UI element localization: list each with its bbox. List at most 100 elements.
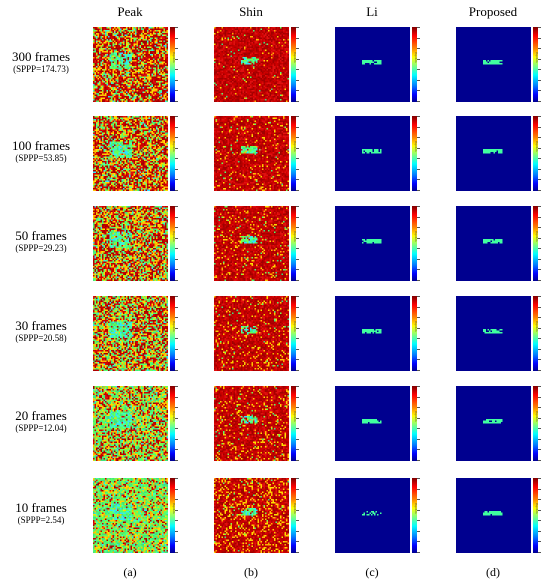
depth-map [214,116,289,191]
depth-image-li-row5: Depth/m [335,478,420,563]
colorbar-label: Depth/m [172,411,176,422]
colorbar-label: Depth/m [414,231,418,242]
row-sppp-label: (SPPP=2.54) [17,515,65,525]
depth-image-li-row3: Depth/m [335,296,420,381]
colorbar-ticks [296,116,302,191]
colorbar-label: Depth/m [172,503,176,514]
depth-map [214,386,289,461]
depth-image-shin-row4: Depth/m [214,386,299,471]
colorbar-ticks [417,478,423,553]
colorbar-label: Depth/m [535,52,539,63]
col-footer-d: (d) [486,565,500,579]
depth-image-shin-row1: Depth/m [214,116,299,201]
colorbar-label: Depth/m [172,231,176,242]
row-sppp-label: (SPPP=174.73) [13,64,69,74]
colorbar-ticks [296,206,302,281]
colorbar-label: Depth/m [293,52,297,63]
depth-map [93,386,168,461]
depth-map [456,206,531,281]
depth-map [93,116,168,191]
depth-image-peak-row5: Depth/m [93,478,178,563]
depth-map [456,478,531,553]
col-footer-c: (c) [365,565,379,579]
depth-map [93,478,168,553]
depth-map [335,206,410,281]
row-frames-label: 100 frames [11,138,71,153]
colorbar-label: Depth/m [535,321,539,332]
depth-map [456,27,531,102]
depth-image-proposed-row4: Depth/m [456,386,541,471]
depth-image-li-row1: Depth/m [335,116,420,201]
depth-image-li-row4: Depth/m [335,386,420,471]
row-sppp-label: (SPPP=20.58) [15,333,67,343]
colorbar-label: Depth/m [293,321,297,332]
colorbar [291,27,296,102]
col-footer-a: (a) [123,565,137,579]
colorbar-label: Depth/m [293,411,297,422]
depth-image-peak-row1: Depth/m [93,116,178,201]
colorbar-ticks [417,296,423,371]
depth-map [93,206,168,281]
depth-map [335,27,410,102]
colorbar-ticks [175,27,181,102]
colorbar-ticks [175,386,181,461]
colorbar-label: Depth/m [172,141,176,152]
colorbar [291,386,296,461]
depth-image-proposed-row2: Depth/m [456,206,541,291]
colorbar [412,386,417,461]
depth-image-peak-row2: Depth/m [93,206,178,291]
colorbar-label: Depth/m [414,411,418,422]
depth-map [214,296,289,371]
colorbar [412,116,417,191]
colorbar [412,27,417,102]
colorbar [533,478,538,553]
depth-image-proposed-row3: Depth/m [456,296,541,381]
colorbar-ticks [538,27,544,102]
colorbar [412,296,417,371]
colorbar-label: Depth/m [414,503,418,514]
row-sppp-label: (SPPP=53.85) [15,153,67,163]
depth-map [93,27,168,102]
depth-map [335,296,410,371]
colorbar [170,386,175,461]
colorbar [533,296,538,371]
depth-map [335,478,410,553]
colorbar-ticks [538,386,544,461]
colorbar [412,206,417,281]
colorbar [533,386,538,461]
depth-image-shin-row3: Depth/m [214,296,299,381]
row-label-4: 20 frames (SPPP=12.04) [0,408,82,434]
row-frames-label: 300 frames [11,49,71,64]
colorbar-ticks [417,206,423,281]
depth-map [335,116,410,191]
colorbar-ticks [175,478,181,553]
colorbar-ticks [296,386,302,461]
colorbar [412,478,417,553]
row-frames-label: 30 frames [15,318,67,333]
colorbar-ticks [417,386,423,461]
colorbar [533,116,538,191]
colorbar-label: Depth/m [535,411,539,422]
colorbar-ticks [417,27,423,102]
depth-map [214,478,289,553]
col-header-li: Li [366,4,378,19]
colorbar-ticks [296,296,302,371]
col-header-peak: Peak [117,4,143,19]
row-label-2: 50 frames (SPPP=29.23) [0,228,82,254]
depth-map [456,296,531,371]
depth-map [93,296,168,371]
colorbar-label: Depth/m [535,141,539,152]
colorbar [170,478,175,553]
colorbar-ticks [175,116,181,191]
depth-image-peak-row3: Depth/m [93,296,178,381]
colorbar [170,116,175,191]
colorbar-ticks [175,296,181,371]
colorbar-ticks [538,296,544,371]
colorbar [170,296,175,371]
depth-image-li-row2: Depth/m [335,206,420,291]
colorbar-label: Depth/m [414,141,418,152]
colorbar [291,478,296,553]
col-footer-b: (b) [244,565,258,579]
colorbar-ticks [417,116,423,191]
row-label-3: 30 frames (SPPP=20.58) [0,318,82,344]
